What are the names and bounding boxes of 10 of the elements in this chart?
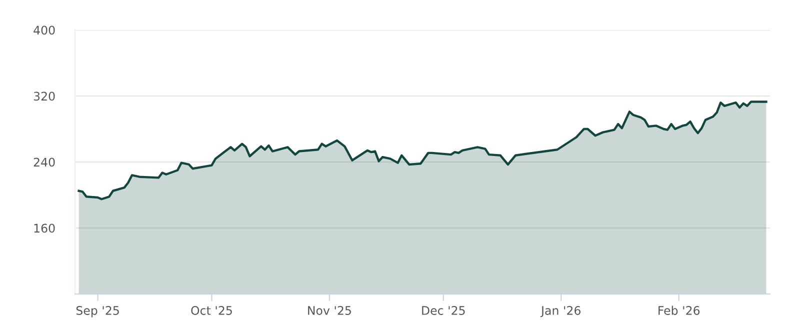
x-tick-label: Oct '25 (191, 306, 232, 315)
y-tick-label: 400 (34, 26, 55, 35)
y-tick-label: 240 (34, 158, 55, 167)
y-tick-label: 160 (34, 224, 55, 233)
y-tick-label: 320 (34, 92, 55, 101)
x-tick-label: Sep '25 (76, 306, 119, 318)
x-tick-label: Dec '25 (422, 306, 465, 315)
x-tick-label: Nov '25 (308, 306, 351, 315)
x-tick-label: Jan '26 (540, 306, 580, 318)
x-tick-label: Feb '26 (658, 306, 700, 315)
